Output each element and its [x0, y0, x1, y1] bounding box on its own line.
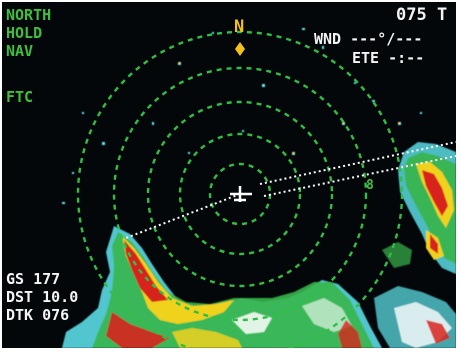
gs-label: GS: [6, 270, 25, 288]
range-suffix: T: [436, 5, 448, 25]
wind-readout: WND ---°/---: [314, 32, 422, 47]
ete-value: -:--: [388, 49, 425, 67]
gs-value: 177: [33, 270, 61, 288]
north-label: N: [234, 17, 245, 37]
range-ring-4: [112, 66, 368, 322]
weather-returns: [62, 28, 456, 348]
dtk-label: DTK: [6, 306, 34, 324]
weather-cell-southwest: [62, 226, 382, 348]
dst-label: DST: [6, 288, 34, 306]
radar-scope: [62, 28, 456, 348]
route-leg-west: [125, 193, 241, 239]
range-ring-5: [76, 30, 404, 348]
gs-readout: GS 177: [6, 272, 60, 287]
dst-readout: DST 10.0: [6, 290, 78, 305]
dtk-value: 076: [42, 306, 70, 324]
mode-hold: HOLD: [6, 24, 43, 42]
wind-label: WND: [314, 30, 342, 48]
weather-cell-east: [382, 142, 456, 274]
diamond-icon: [235, 42, 245, 56]
route-leg-east-upper: [259, 141, 456, 185]
range-ring-3: [146, 100, 334, 288]
weather-speckles-yellow: [178, 62, 400, 154]
range-value: 075: [396, 5, 427, 25]
ete-label: ETE: [352, 49, 380, 67]
weather-cell-southeast: [374, 286, 456, 348]
mode-nav: NAV: [6, 42, 34, 60]
dst-value: 10.0: [42, 288, 79, 306]
ete-readout: ETE -:--: [352, 51, 424, 66]
aircraft-cross-icon: [230, 186, 252, 202]
weather-radar-display: NORTH HOLD NAV FTC N 075 T WND ---°/--- …: [2, 2, 456, 348]
dtk-readout: DTK 076: [6, 308, 69, 323]
waypoint-label: 8: [366, 178, 374, 193]
range-rings: [76, 30, 404, 348]
range-ring-2: [178, 132, 302, 256]
route-lines: [125, 141, 456, 239]
mode-north: NORTH: [6, 6, 52, 24]
range-readout: 075 T: [396, 5, 448, 25]
mode-ftc: FTC: [6, 88, 34, 106]
wind-value: ---°/---: [350, 30, 423, 48]
